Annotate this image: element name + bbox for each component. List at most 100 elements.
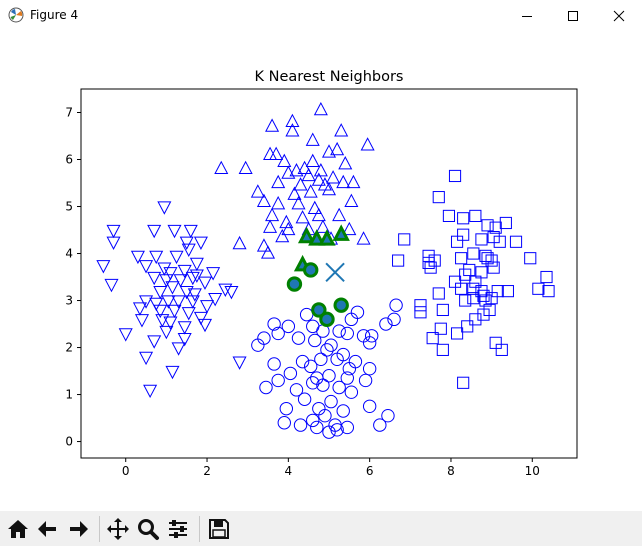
square-point [432,191,445,204]
triangle-up-point [336,174,351,189]
save-icon [209,519,229,539]
triangle-down-point [130,250,145,265]
triangle-down-point [106,224,121,239]
circle-point [279,401,294,416]
circle-point [389,298,403,312]
triangle-down-point [171,295,186,309]
home-button[interactable] [4,515,32,543]
forward-button[interactable] [64,515,92,543]
y-tick-label: 7 [65,106,73,120]
circle-point [318,408,332,423]
circle-point [259,380,273,395]
square-point [485,292,498,305]
square-point [499,216,512,230]
triangle-up-point [332,207,347,222]
circle-point [291,331,306,345]
triangle-down-point [104,278,119,293]
maximize-button[interactable] [550,0,596,31]
triangle-down-point [147,224,162,239]
triangle-up-point [346,174,361,189]
triangle-down-point [139,260,154,274]
circle-point [308,333,322,348]
circle-point [299,307,314,322]
triangle-down-point [165,281,180,295]
triangle-up-point [295,210,310,224]
configure-subplots-icon [169,520,187,538]
square-point [414,306,427,319]
circle-point [340,420,354,435]
forward-icon [70,521,88,537]
triangle-down-point [177,264,192,279]
triangle-up-point [263,146,278,160]
circle-point [295,354,310,369]
nearest-neighbor-point [297,226,316,244]
circle-point [281,319,296,334]
triangle-down-point [200,300,215,314]
triangle-down-point [181,243,196,258]
matplotlib-icon [8,7,24,23]
square-point [432,287,445,300]
save-button[interactable] [205,515,233,543]
triangle-down-point [161,295,176,309]
back-icon [38,521,56,537]
back-button[interactable] [34,515,62,543]
circle-point [314,352,328,366]
x-tick-label: 6 [366,464,374,478]
circle-point [320,343,334,357]
triangle-up-point [311,207,326,222]
triangle-up-point [289,163,304,177]
triangle-down-point [143,384,158,399]
square-point [475,266,488,279]
circle-point [358,373,373,388]
pan-icon [107,518,129,540]
pan-button[interactable] [104,515,132,543]
triangle-up-point [321,144,337,158]
triangle-up-point [293,177,308,191]
square-point [485,254,498,267]
triangle-down-point [173,274,188,288]
close-icon [613,10,625,21]
square-point [475,285,488,298]
close-button[interactable] [596,0,642,31]
triangle-down-point [153,285,168,300]
square-point [524,252,537,265]
triangle-up-point [260,245,276,259]
nearest-neighbor-point [319,311,335,328]
square-point [487,230,500,244]
zoom-button[interactable] [134,515,162,543]
triangle-up-point [305,153,320,168]
triangle-up-point [315,219,330,233]
circle-point [289,383,304,397]
triangle-up-point [321,181,337,196]
triangle-up-point [287,186,302,200]
triangle-up-point [265,207,280,222]
nearest-neighbor-point [311,302,327,318]
triangle-up-point [311,172,326,186]
triangle-down-point [147,271,162,286]
triangle-up-point [342,221,357,236]
triangle-up-point [307,200,322,215]
triangle-down-point [106,236,121,250]
square-point [542,285,555,298]
triangle-down-point [193,311,208,326]
nearest-neighbor-point [308,229,326,246]
minimize-button[interactable] [504,0,550,31]
circle-point [340,371,354,385]
triangle-down-point [197,276,213,290]
maximize-icon [568,10,578,21]
figure-canvas[interactable]: K Nearest Neighbors 0 2 4 6 8 10 0 1 2 3 4 5 6 7 [0,31,642,511]
configure-subplots-button[interactable] [164,515,192,543]
triangle-up-point [214,160,229,175]
square-point [469,209,482,222]
square-point [489,336,502,349]
square-point [509,235,523,248]
y-tick-label: 2 [65,341,73,355]
nearest-neighbor-point [303,262,319,278]
triangle-up-point [291,195,306,210]
circle-point [362,399,377,413]
triangle-up-point [281,165,296,179]
triangle-up-point [263,219,278,233]
circle-point [283,366,298,381]
triangle-down-point [179,285,194,300]
window-title: Figure 4 [30,8,79,22]
